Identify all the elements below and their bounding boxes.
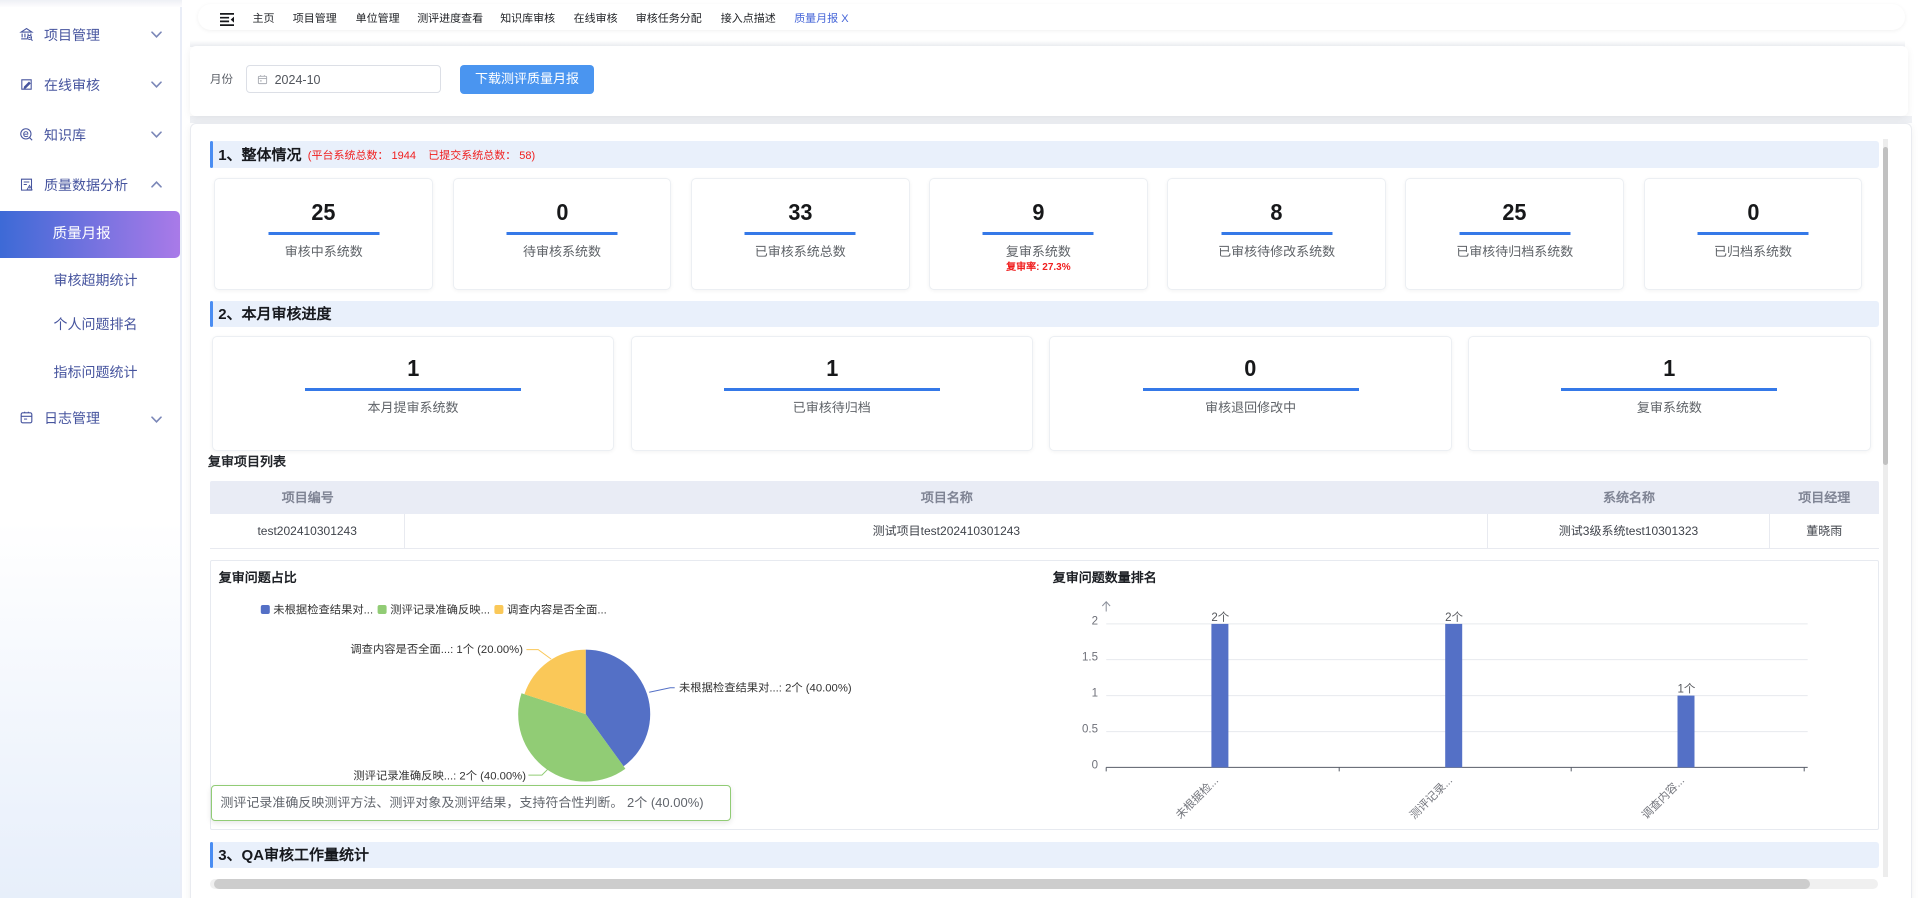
svg-text:2个: 2个	[1445, 611, 1463, 624]
svg-text:测评记录准确反映...: 2个 (40.00%): 测评记录准确反映...: 2个 (40.00%)	[353, 770, 526, 783]
svg-text:2个: 2个	[1211, 611, 1229, 624]
svg-text:测评记录...: 测评记录...	[1407, 774, 1455, 822]
svg-text:调查内容...: 调查内容...	[1639, 774, 1687, 822]
svg-text:调查内容是否全面...: 1个 (20.00%): 调查内容是否全面...: 1个 (20.00%)	[350, 643, 523, 656]
svg-text:0.5: 0.5	[1082, 724, 1098, 736]
svg-text:未根据检查结果对...: 未根据检查结果对...	[273, 604, 373, 617]
svg-text:1个: 1个	[1677, 683, 1695, 696]
svg-text:1.5: 1.5	[1082, 652, 1098, 664]
svg-text:未根据检...: 未根据检...	[1173, 774, 1221, 822]
svg-text:调查内容是否全面...: 调查内容是否全面...	[507, 604, 607, 617]
svg-text:未根据检查结果对...: 2个 (40.00%): 未根据检查结果对...: 2个 (40.00%)	[679, 682, 852, 695]
svg-text:0: 0	[1091, 760, 1097, 772]
svg-text:1: 1	[1091, 688, 1097, 700]
svg-text:测评记录准确反映...: 测评记录准确反映...	[390, 604, 490, 617]
svg-text:2: 2	[1091, 616, 1097, 628]
